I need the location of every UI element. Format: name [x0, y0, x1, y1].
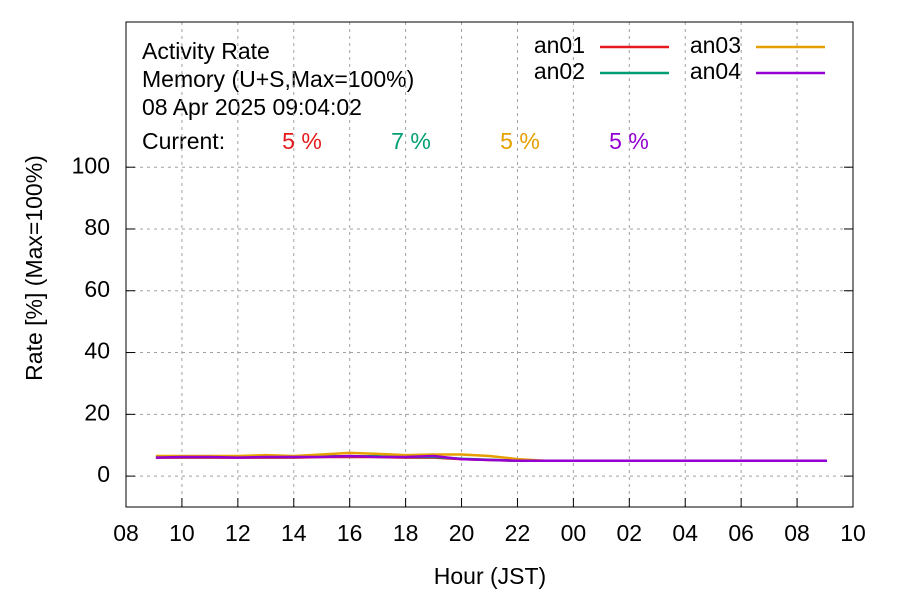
y-tick-label: 100: [72, 152, 110, 178]
y-tick-label: 20: [84, 399, 110, 425]
y-axis-label: Rate [%] (Max=100%): [21, 155, 47, 381]
x-tick-label: 00: [561, 520, 587, 546]
x-tick-label: 12: [225, 520, 251, 546]
current-label: Current:: [142, 128, 225, 154]
x-tick-label: 16: [337, 520, 363, 546]
series-line: [155, 454, 827, 462]
x-tick-label: 18: [393, 520, 419, 546]
x-tick-label: 20: [449, 520, 475, 546]
current-value: 5 %: [609, 128, 649, 154]
y-tick-label: 40: [84, 338, 110, 364]
legend-label: an02: [534, 58, 585, 84]
x-tick-label: 22: [505, 520, 531, 546]
current-value: 7 %: [391, 128, 431, 154]
timestamp: 08 Apr 2025 09:04:02: [142, 94, 362, 120]
x-tick-label: 08: [113, 520, 139, 546]
chart-subtitle: Memory (U+S,Max=100%): [142, 66, 414, 92]
x-tick-label: 02: [617, 520, 643, 546]
chart-title: Activity Rate: [142, 38, 270, 64]
y-tick-label: 60: [84, 276, 110, 302]
x-tick-label: 14: [281, 520, 307, 546]
legend-label: an01: [534, 32, 585, 58]
y-tick-label: 80: [84, 214, 110, 240]
y-tick-label: 0: [97, 461, 110, 487]
x-tick-label: 06: [728, 520, 754, 546]
legend-label: an03: [690, 32, 741, 58]
x-axis-label: Hour (JST): [434, 563, 546, 589]
x-tick-label: 08: [784, 520, 810, 546]
x-tick-label: 10: [840, 520, 866, 546]
legend-label: an04: [690, 58, 741, 84]
x-tick-label: 10: [169, 520, 195, 546]
x-tick-label: 04: [672, 520, 698, 546]
current-value: 5 %: [500, 128, 540, 154]
plot-frame: [125, 21, 854, 508]
current-value: 5 %: [282, 128, 322, 154]
